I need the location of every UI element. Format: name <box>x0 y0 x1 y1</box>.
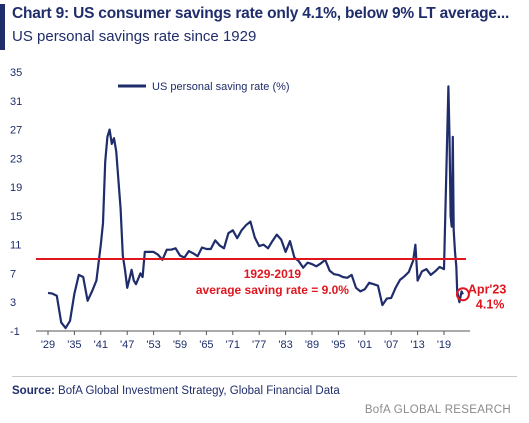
y-tick-label: 23 <box>10 153 22 165</box>
y-tick-label: -1 <box>10 326 20 338</box>
x-tick-label: '83 <box>278 339 292 351</box>
average-label-line1: 1929-2019 <box>244 267 302 281</box>
x-tick-label: '77 <box>252 339 266 351</box>
y-tick-label: 7 <box>10 268 16 280</box>
y-tick-label: 19 <box>10 182 22 194</box>
x-tick-label: '47 <box>120 339 134 351</box>
y-axis: -1 3 7 11 15 19 23 27 31 35 <box>10 67 22 338</box>
legend-label: US personal saving rate (%) <box>152 81 290 93</box>
x-tick-label: '29 <box>41 339 55 351</box>
y-tick-label: 27 <box>10 125 22 137</box>
chart-subtitle: US personal savings rate since 1929 <box>12 28 257 45</box>
y-tick-label: 3 <box>10 297 16 309</box>
x-tick-label: '01 <box>358 339 372 351</box>
x-tick-label: '65 <box>199 339 213 351</box>
x-tick-label: '07 <box>384 339 398 351</box>
source-note: Source: BofA Global Investment Strategy,… <box>12 385 340 397</box>
y-tick-label: 35 <box>10 67 22 79</box>
brand-label: BofA GLOBAL RESEARCH <box>364 404 511 416</box>
y-tick-label: 15 <box>10 211 22 223</box>
x-tick-label: '13 <box>410 339 424 351</box>
x-tick-label: '19 <box>437 339 451 351</box>
source-label: Source: <box>12 385 55 397</box>
x-tick-label: '71 <box>226 339 240 351</box>
title-accent-bar <box>0 4 5 50</box>
series-group <box>47 85 464 330</box>
latest-value-date-label: Apr'23 <box>468 282 506 296</box>
latest-value-label: 4.1% <box>476 297 505 311</box>
source-text: BofA Global Investment Strategy, Global … <box>58 385 340 397</box>
y-tick-label: 31 <box>10 96 22 108</box>
savings-rate-chart: -1 3 7 11 15 19 23 27 31 35 '29 '35 '41 '47 '53 '59 '65… <box>10 67 506 351</box>
x-tick-label: '95 <box>331 339 345 351</box>
latest-value-marker <box>455 287 470 302</box>
x-tick-label: '35 <box>67 339 81 351</box>
y-tick-label: 11 <box>10 240 21 252</box>
x-axis: '29 '35 '41 '47 '53 '59 '65 '71 '77 '83 '89 '95 '01 '… <box>41 331 451 351</box>
chart-legend: US personal saving rate (%) <box>118 81 290 93</box>
footer-divider <box>12 376 517 377</box>
x-tick-label: '59 <box>173 339 187 351</box>
chart-title: Chart 9: US consumer savings rate only 4… <box>12 5 510 22</box>
x-tick-label: '89 <box>305 339 319 351</box>
average-label-line2: average saving rate = 9.0% <box>196 283 349 297</box>
x-tick-label: '41 <box>94 339 108 351</box>
x-tick-label: '53 <box>146 339 160 351</box>
series-line <box>47 85 464 330</box>
